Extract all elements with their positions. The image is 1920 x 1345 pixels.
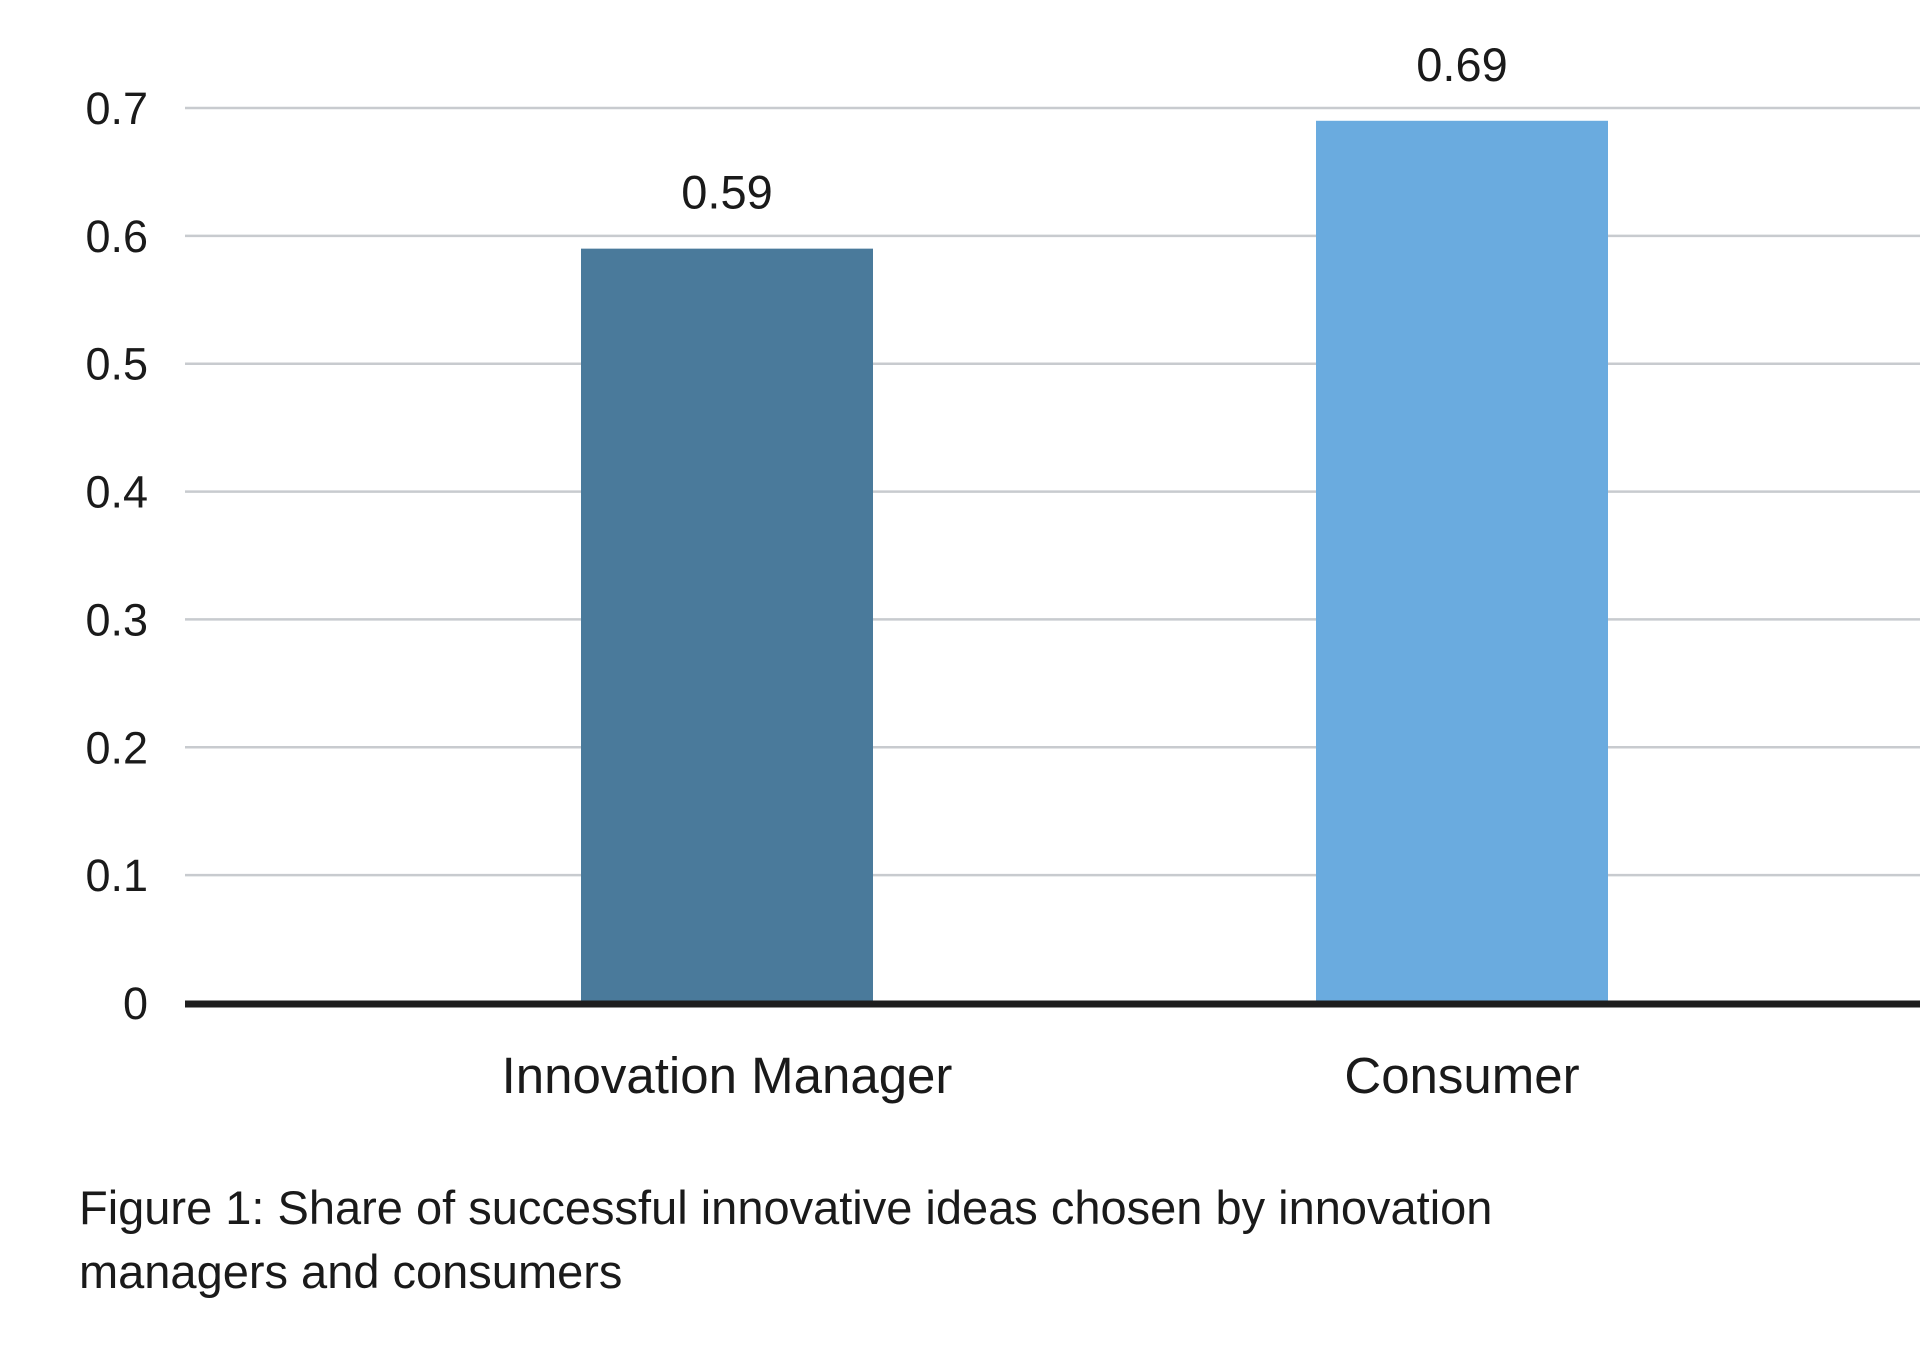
chart-svg: 0 0.1 0.2 0.3 0.4 0.5 0.6 0.7 0.59 Innovation Man… — [85, 38, 1920, 1104]
y-tick-label: 0.4 — [85, 467, 148, 518]
y-tick-label: 0.7 — [85, 83, 148, 134]
bar-chart: 0 0.1 0.2 0.3 0.4 0.5 0.6 0.7 0.59 Innovation Man… — [85, 38, 1920, 1104]
y-tick-label: 0.3 — [85, 594, 148, 645]
bar — [581, 248, 873, 1004]
y-tick-label: 0 — [123, 978, 148, 1029]
x-tick-label: Innovation Manager — [502, 1047, 953, 1104]
y-tick-label: 0.1 — [85, 850, 148, 901]
data-label: 0.59 — [681, 166, 772, 219]
x-tick-label: Consumer — [1344, 1047, 1579, 1104]
y-tick-label: 0.6 — [85, 211, 148, 262]
data-label: 0.69 — [1416, 38, 1507, 91]
y-tick-label: 0.2 — [85, 722, 148, 773]
y-tick-label: 0.5 — [85, 339, 148, 390]
figure-caption: Figure 1: Share of successful innovative… — [79, 1181, 1493, 1298]
bar — [1316, 120, 1608, 1004]
